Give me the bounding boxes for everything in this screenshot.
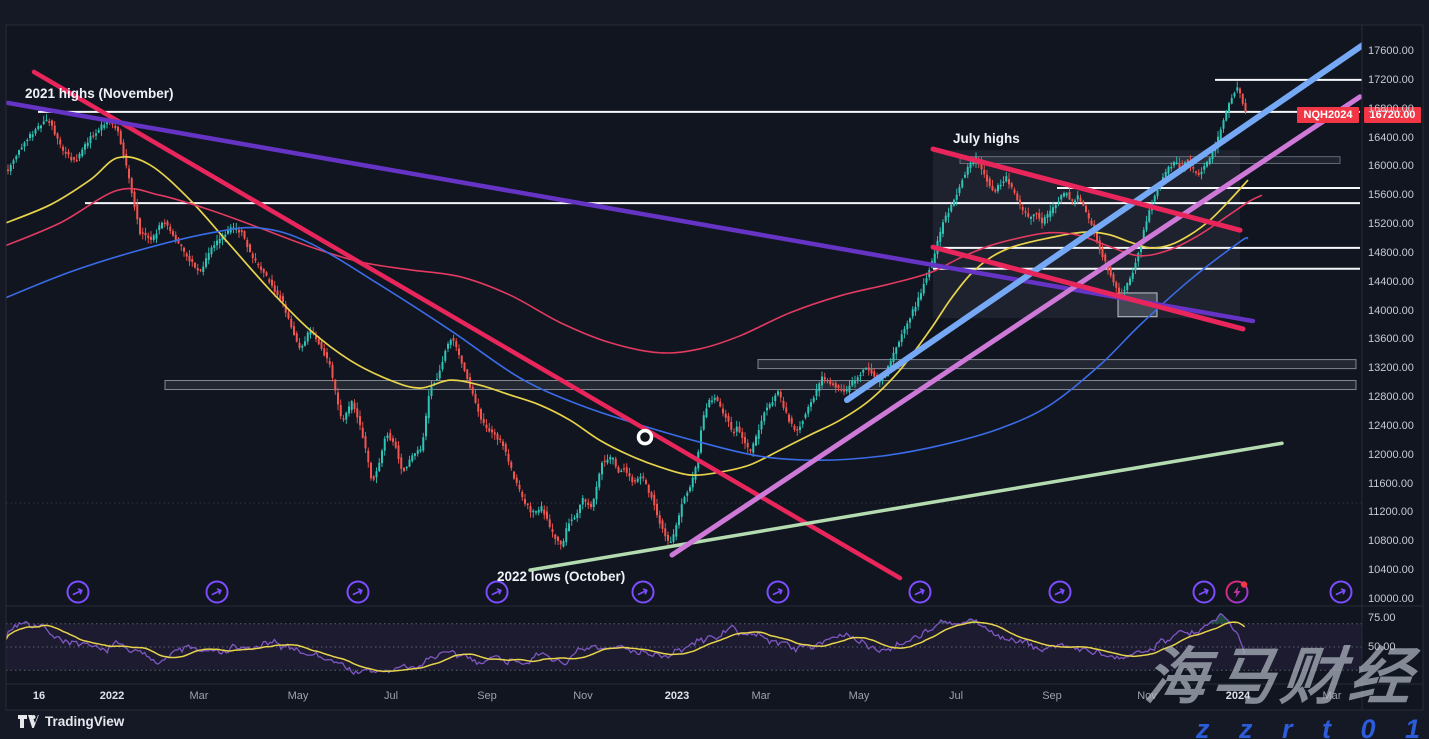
price-tick-label: 10400.00 (1368, 564, 1414, 577)
rsi-indicator-pane[interactable] (6, 612, 1362, 676)
last-price-badge: 16720.00 (1364, 107, 1421, 123)
trend-anchor-icon (66, 580, 90, 604)
trendline-uptrend-green[interactable] (528, 441, 1284, 572)
price-tick-label: 17600.00 (1368, 45, 1414, 57)
trend-anchor-icon (766, 580, 790, 604)
flash-marker-icon[interactable] (1225, 580, 1249, 604)
ma-yellow-line (6, 155, 1249, 477)
time-tick-label: Jul (948, 690, 964, 702)
trendline-channel-upper-crimson[interactable] (930, 146, 1243, 233)
trendline-channel-lower-crimson[interactable] (930, 244, 1246, 332)
rsi-overbought-fill (23, 621, 28, 624)
widget-border (5, 24, 1424, 711)
price-tick-label: 14800.00 (1368, 246, 1414, 259)
trendline-downtrend-2021-purple[interactable] (6, 100, 1256, 324)
price-tick-label: 16000.00 (1368, 160, 1414, 173)
footer-logo-label: TradingView (45, 713, 125, 729)
trend-anchor-icon (631, 580, 655, 604)
price-tick-label: 15200.00 (1368, 218, 1414, 231)
price-tick-label: 14400.00 (1368, 275, 1414, 288)
price-tick-label: 16400.00 (1368, 131, 1414, 144)
band-16050 (959, 156, 1341, 164)
price-tick-label: 12800.00 (1368, 391, 1414, 404)
footer-logo[interactable]: TradingView (17, 713, 124, 729)
time-tick-label: Sep (477, 690, 497, 702)
circle-marker (636, 428, 654, 446)
time-tick-label: Jul (383, 690, 399, 702)
price-tick-label: 13600.00 (1368, 333, 1414, 346)
price-tick-label: 13200.00 (1368, 362, 1414, 375)
symbol-badge: NQH2024 (1297, 107, 1359, 123)
annotation-2021-highs: 2021 highs (November) (25, 86, 174, 101)
price-tick-label: 14000.00 (1368, 304, 1414, 317)
rsi-ma-line (6, 621, 1246, 673)
trend-anchor-icon (346, 580, 370, 604)
watermark-url-text: z z r t 0 1 . c n (1196, 714, 1429, 739)
time-tick-label: Mar (189, 690, 209, 702)
trend-anchor-icon (1329, 580, 1353, 604)
trend-anchor-icon (205, 580, 229, 604)
rsi-line (6, 612, 1246, 676)
trendline-uptrend-orchid[interactable] (669, 94, 1362, 558)
trend-anchor-icon (485, 580, 509, 604)
price-tick-label: 10000.00 (1368, 593, 1414, 605)
price-tick-label: 16800.00 (1368, 102, 1414, 115)
time-tick-label: Nov (1137, 690, 1157, 702)
trend-anchor-icon (1192, 580, 1216, 604)
band-12950 (164, 380, 1357, 391)
price-tick-label: 17200.00 (1368, 73, 1414, 86)
trendline-uptrend-blue[interactable] (844, 42, 1363, 403)
price-tick-label: 10800.00 (1368, 535, 1414, 548)
time-tick-label: May (287, 690, 309, 702)
time-tick-label: 2022 (99, 690, 125, 702)
time-tick-label: Mar (751, 690, 771, 702)
time-tick-label: 2023 (664, 690, 690, 702)
watermark-cjk-text: 海马财经 (1141, 643, 1421, 712)
rsi-tick-label: 50.00 (1368, 641, 1396, 653)
main-price-pane[interactable] (0, 42, 1363, 604)
annotation-july-highs: July highs (953, 131, 1020, 146)
chart-background (6, 25, 1423, 710)
rsi-tick-label: 75.00 (1368, 612, 1396, 624)
trend-anchor-icon (1048, 580, 1072, 604)
time-tick-label: May (848, 690, 870, 702)
price-tick-label: 11600.00 (1368, 477, 1414, 490)
rsi-overbought-fill (1209, 613, 1230, 624)
price-tick-label: 11200.00 (1368, 506, 1414, 519)
time-tick-label: Mar (1322, 690, 1342, 702)
annotation-2022-lows: 2022 lows (October) (497, 569, 626, 584)
ma-blue-line (6, 226, 1249, 461)
trend-anchor-icon (908, 580, 932, 604)
price-tick-label: 12000.00 (1368, 448, 1414, 461)
trendline-downtrend-2022-major[interactable] (31, 69, 903, 581)
time-tick-label: 16 (32, 690, 46, 702)
band-13250 (757, 359, 1357, 370)
time-tick-label: Nov (573, 690, 593, 702)
time-tick-label: 2024 (1225, 690, 1251, 702)
price-tick-label: 15600.00 (1368, 189, 1414, 202)
tradingview-logo-icon (18, 715, 39, 728)
time-tick-label: Sep (1042, 690, 1062, 702)
price-tick-label: 12400.00 (1368, 419, 1414, 432)
